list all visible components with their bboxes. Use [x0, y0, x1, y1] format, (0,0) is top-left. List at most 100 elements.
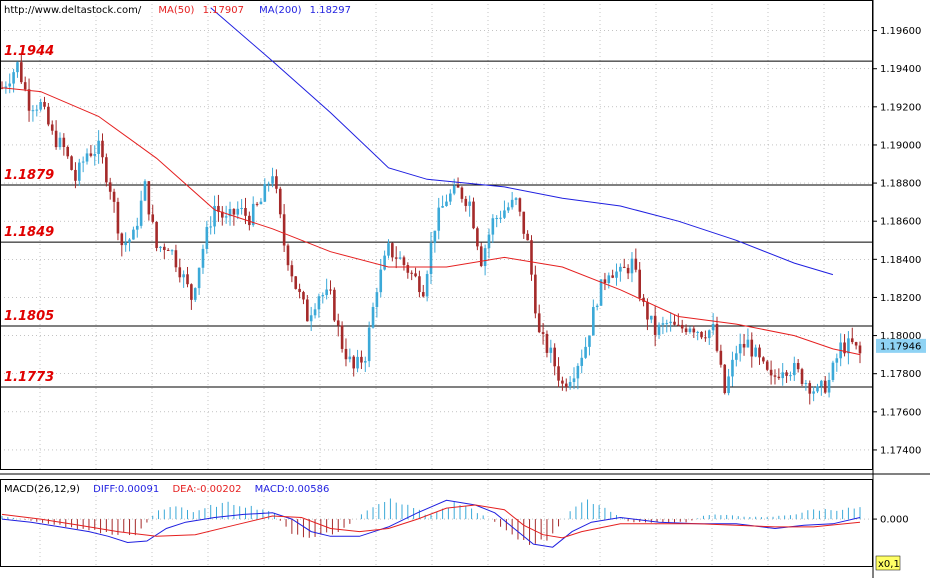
- candle: [615, 263, 618, 286]
- candle: [394, 246, 398, 269]
- candle: [750, 332, 754, 368]
- candle: [653, 306, 657, 347]
- candle: [290, 260, 294, 283]
- candle: [66, 145, 70, 159]
- svg-text:MACD(26,12,9) DIFF:0.00091: MACD(26,12,9) DIFF:0.00091 DEA:-0.00202 …: [4, 484, 329, 495]
- candle: [576, 363, 580, 390]
- candle: [371, 302, 375, 329]
- candle: [603, 272, 607, 291]
- candle: [711, 313, 715, 335]
- macd-histogram: [1, 498, 861, 545]
- candle: [62, 133, 66, 156]
- candle: [665, 319, 669, 333]
- candle: [619, 263, 622, 282]
- candle: [584, 337, 587, 359]
- candle: [313, 303, 317, 319]
- ma50-line: [1, 87, 861, 356]
- candle: [101, 133, 104, 164]
- macd-multiplier-badge: x0,1: [875, 555, 901, 571]
- candle: [209, 216, 213, 235]
- candle: [537, 304, 541, 334]
- candle: [23, 76, 27, 92]
- price-tick-label: 1.18400: [880, 255, 921, 266]
- candle: [707, 329, 711, 345]
- candle: [205, 220, 209, 254]
- ma50-value: 1.17907: [203, 5, 244, 16]
- candle: [174, 244, 178, 273]
- candle: [414, 267, 417, 278]
- candle: [758, 344, 761, 365]
- grid: [0, 0, 872, 566]
- candles: [0, 54, 862, 405]
- candle: [77, 158, 81, 186]
- candle: [151, 204, 155, 224]
- candle: [259, 198, 263, 205]
- candle: [673, 314, 676, 326]
- candle: [333, 287, 336, 322]
- candle: [302, 290, 305, 305]
- candle: [715, 316, 719, 353]
- candle: [282, 204, 286, 253]
- candle: [816, 383, 819, 394]
- price-axis: 1.19600 1.19400 1.19200 1.19000 1.18800 1.186…: [873, 26, 921, 456]
- candle: [309, 306, 313, 331]
- candle: [236, 201, 240, 220]
- candle: [4, 81, 8, 94]
- candle: [298, 283, 301, 299]
- candle: [81, 156, 85, 173]
- candle: [491, 214, 495, 244]
- level-label: 1.1944: [4, 44, 54, 59]
- macd-dea-line: [1, 504, 861, 539]
- candle: [54, 120, 58, 150]
- candle: [217, 194, 220, 222]
- candle: [564, 378, 568, 392]
- candle: [344, 338, 348, 367]
- macd-multiplier: x0,1: [878, 559, 900, 570]
- candle: [588, 335, 591, 356]
- candle: [812, 386, 815, 402]
- candle: [178, 258, 182, 283]
- candle: [143, 179, 147, 202]
- candle: [785, 370, 788, 383]
- candle: [325, 278, 328, 300]
- candle: [534, 265, 537, 319]
- candle: [688, 326, 692, 334]
- candle: [514, 197, 518, 206]
- price-tick-label: 1.18800: [880, 179, 921, 190]
- candle: [731, 351, 734, 387]
- candle: [421, 284, 425, 298]
- candle: [754, 344, 757, 358]
- candle: [526, 230, 529, 241]
- level-label: 1.1849: [4, 225, 54, 240]
- candle: [677, 313, 680, 327]
- candle: [483, 244, 487, 276]
- candle: [360, 350, 363, 370]
- candle: [464, 195, 468, 212]
- macd-value: MACD:0.00586: [255, 484, 330, 495]
- candle: [159, 246, 162, 253]
- candle: [89, 144, 93, 158]
- price-tick-label: 1.19000: [880, 140, 921, 151]
- candle: [182, 270, 185, 288]
- candle: [468, 195, 471, 217]
- candle: [773, 369, 777, 385]
- candle: [213, 195, 216, 235]
- candle: [197, 267, 201, 295]
- candle: [742, 333, 746, 356]
- candle: [800, 367, 804, 387]
- candle: [166, 248, 170, 251]
- candle: [769, 360, 773, 385]
- candle: [20, 54, 23, 84]
- candle: [418, 270, 421, 298]
- ma200-line: [210, 7, 834, 276]
- candle: [190, 283, 193, 310]
- candle: [723, 363, 727, 395]
- candle: [352, 355, 356, 377]
- macd-diff-line: [1, 499, 861, 548]
- ma200-label: MA(200): [259, 5, 301, 16]
- candle: [622, 258, 626, 269]
- candle: [781, 363, 785, 386]
- candle: [275, 169, 278, 194]
- candle: [224, 205, 228, 224]
- candle: [719, 344, 723, 368]
